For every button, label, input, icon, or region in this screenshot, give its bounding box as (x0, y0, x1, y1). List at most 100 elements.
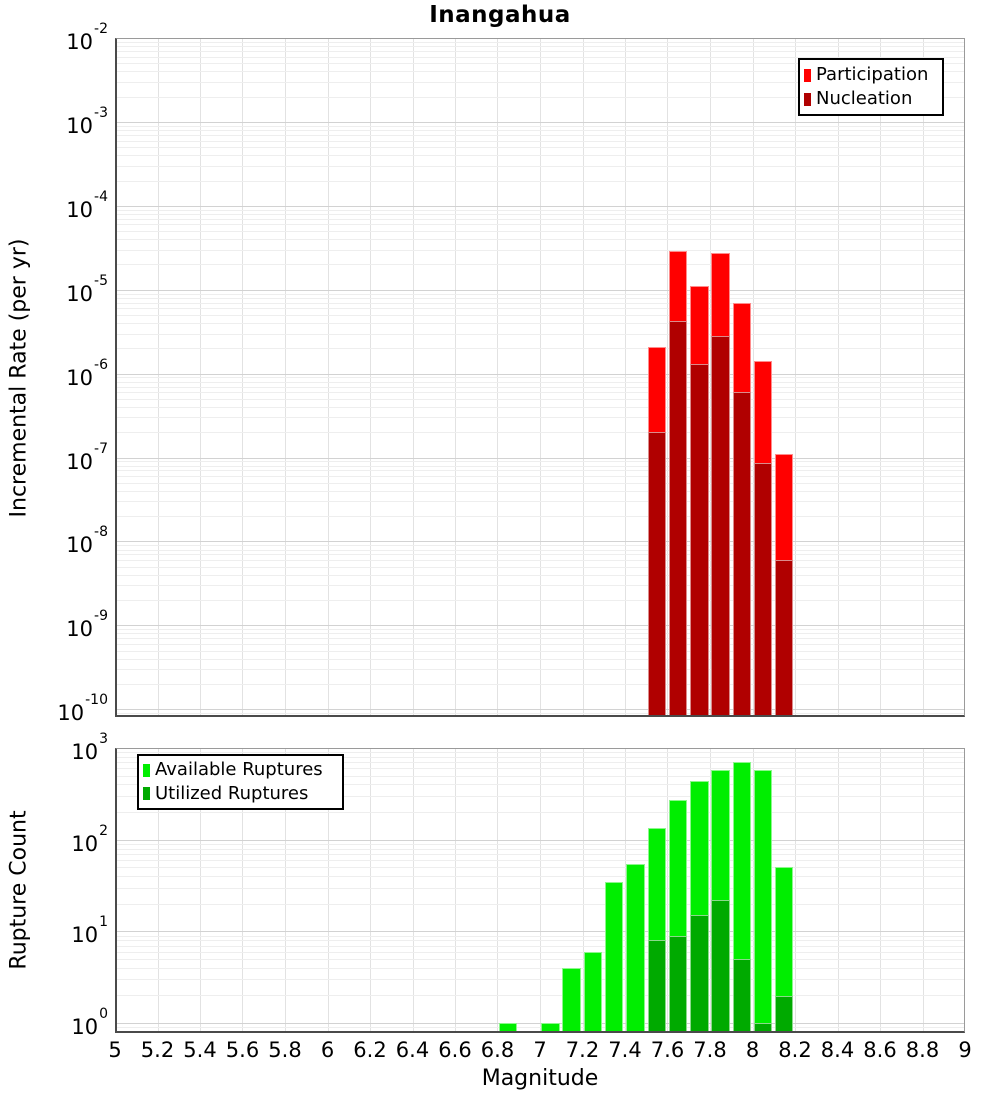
gridline (115, 849, 965, 850)
y-tick-label: 10-8 (66, 524, 108, 558)
nucleation-swatch (804, 92, 811, 106)
gridline (115, 71, 965, 72)
gridline (115, 575, 965, 576)
gridline (115, 42, 965, 43)
gridline (200, 748, 201, 1033)
gridline (115, 483, 965, 484)
nucleation-bar (732, 392, 752, 717)
gridline (242, 748, 243, 1033)
x-tick-label: 8.4 (820, 1038, 855, 1062)
gridline (115, 762, 965, 763)
gridline (880, 748, 881, 1033)
y-tick-label: 102 (71, 822, 108, 856)
y-tick-label: 10-4 (66, 188, 108, 222)
nucleation-bar (753, 463, 773, 717)
gridline (115, 206, 965, 207)
magnitude-axis-label: Magnitude (481, 1066, 599, 1091)
gridline (115, 776, 965, 777)
count-legend: Available Ruptures Utilized Ruptures (137, 754, 344, 810)
gridline (115, 959, 965, 960)
gridline (413, 748, 414, 1033)
gridline (115, 334, 965, 335)
y-tick-label: 10-5 (66, 272, 108, 306)
x-tick-label: 6.4 (395, 1038, 430, 1062)
gridline (115, 904, 965, 905)
gridline (115, 952, 965, 953)
gridline (115, 382, 965, 383)
x-tick-label: 7.8 (693, 1038, 727, 1062)
utilized-ruptures-swatch (143, 787, 150, 801)
y-tick-label: 10-7 (66, 440, 108, 474)
gridline (115, 130, 965, 131)
utilized-ruptures-bar (753, 1023, 773, 1033)
y-tick-label: 100 (71, 1006, 108, 1040)
gridline (158, 748, 159, 1033)
gridline (115, 392, 965, 393)
x-tick-label: 5 (108, 1038, 122, 1062)
gridline (115, 713, 965, 714)
gridline (115, 399, 965, 400)
gridline (115, 796, 965, 797)
gridline (115, 491, 965, 492)
available-ruptures-bar (562, 967, 581, 1033)
gridline (115, 264, 965, 265)
gridline (115, 147, 965, 148)
gridline (838, 748, 839, 1033)
gridline (115, 757, 965, 758)
nucleation-bar (647, 432, 667, 717)
gridline (115, 298, 965, 299)
gridline (285, 748, 286, 1033)
gridline (115, 210, 965, 211)
gridline (115, 876, 965, 877)
gridline (115, 250, 965, 251)
y-tick-label: 10-10 (57, 692, 108, 726)
gridline (115, 844, 965, 845)
available-ruptures-bar (753, 769, 773, 1033)
gridline (115, 458, 965, 459)
utilized-ruptures-bar (668, 935, 688, 1033)
gridline (115, 651, 965, 652)
gridline (115, 470, 965, 471)
legend-item-participation: Participation (804, 64, 938, 86)
utilized-ruptures-bar (647, 940, 667, 1033)
gridline (115, 348, 965, 349)
gridline (115, 812, 965, 813)
gridline (115, 224, 965, 225)
gridline (115, 231, 965, 232)
gridline (115, 709, 965, 710)
nucleation-bar (668, 321, 688, 717)
gridline (115, 545, 965, 546)
available-ruptures-bar (604, 881, 624, 1033)
gridline (115, 51, 965, 52)
x-tick-label: 5.2 (140, 1038, 175, 1062)
x-tick-label: 6 (320, 1038, 335, 1062)
gridline (115, 768, 965, 769)
x-tick-label: 5.8 (268, 1038, 302, 1062)
legend-item-utilized-ruptures: Utilized Ruptures (143, 783, 338, 805)
gridline (115, 432, 965, 433)
gridline (115, 888, 965, 889)
gridline (923, 748, 924, 1033)
gridline (115, 57, 965, 58)
gridline (328, 748, 329, 1033)
gridline (540, 748, 541, 1033)
gridline (115, 1027, 965, 1028)
available-ruptures-bar (626, 863, 645, 1033)
gridline (455, 748, 456, 1033)
x-tick-label: 7 (533, 1038, 547, 1062)
rate-legend: Participation Nucleation (798, 58, 944, 116)
gridline (115, 46, 965, 47)
y-tick-label: 10-9 (66, 608, 108, 642)
utilized-ruptures-bar (711, 900, 730, 1033)
gridline (115, 466, 965, 467)
gridline (753, 748, 754, 1033)
gridline (115, 290, 965, 291)
gridline (115, 638, 965, 639)
gridline (115, 936, 965, 937)
x-tick-label: 8 (745, 1038, 760, 1062)
gridline (115, 550, 965, 551)
participation-swatch (804, 68, 811, 82)
legend-item-available-ruptures: Available Ruptures (143, 759, 338, 781)
gridline (115, 860, 965, 861)
gridline (115, 315, 965, 316)
